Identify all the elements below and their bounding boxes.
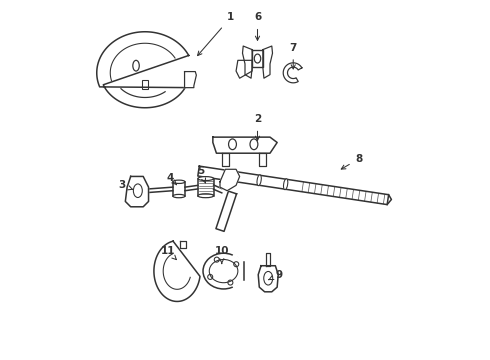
Polygon shape [236, 60, 252, 78]
Text: 2: 2 [254, 114, 261, 140]
Polygon shape [180, 241, 186, 248]
Ellipse shape [203, 253, 244, 289]
Polygon shape [154, 241, 200, 301]
Polygon shape [198, 166, 389, 204]
Ellipse shape [173, 180, 185, 184]
Bar [173, 182, 185, 196]
Polygon shape [283, 63, 302, 83]
Polygon shape [97, 32, 189, 108]
Text: 10: 10 [215, 247, 229, 264]
Polygon shape [252, 50, 263, 67]
Bar [198, 179, 214, 196]
Ellipse shape [198, 177, 214, 180]
Text: 1: 1 [197, 13, 234, 55]
Text: 7: 7 [290, 43, 297, 69]
Text: 3: 3 [118, 180, 132, 190]
Ellipse shape [198, 194, 214, 198]
Polygon shape [213, 137, 277, 153]
Polygon shape [220, 169, 240, 191]
Text: 8: 8 [341, 154, 363, 169]
Polygon shape [216, 191, 237, 231]
Polygon shape [125, 176, 148, 207]
Ellipse shape [173, 194, 185, 198]
Text: 9: 9 [269, 270, 283, 280]
Ellipse shape [250, 139, 258, 150]
Ellipse shape [257, 175, 261, 186]
Polygon shape [258, 266, 278, 292]
Polygon shape [263, 46, 272, 78]
Polygon shape [243, 46, 252, 78]
Polygon shape [185, 72, 196, 87]
Bar [142, 80, 148, 89]
Text: 5: 5 [196, 166, 205, 183]
Ellipse shape [230, 171, 235, 182]
Text: 11: 11 [161, 247, 176, 260]
Text: 4: 4 [166, 173, 176, 185]
Polygon shape [267, 253, 270, 266]
Ellipse shape [284, 179, 288, 190]
Text: 6: 6 [254, 13, 261, 40]
Polygon shape [259, 153, 267, 166]
Ellipse shape [228, 139, 237, 150]
Polygon shape [222, 153, 229, 166]
